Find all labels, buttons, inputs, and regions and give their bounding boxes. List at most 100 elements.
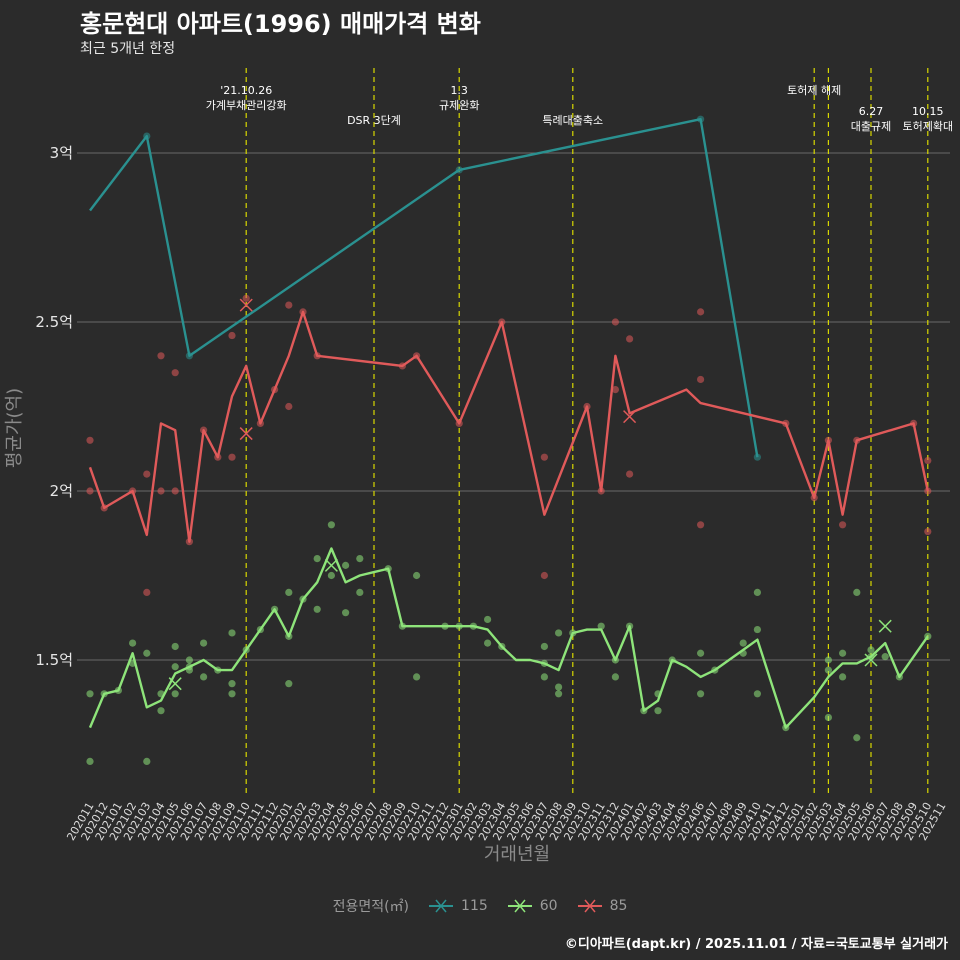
data-point [143, 470, 151, 478]
data-point [824, 656, 833, 664]
data-point [697, 649, 705, 657]
data-point [853, 588, 861, 597]
legend-label-85: 85 [609, 898, 628, 914]
data-point [200, 639, 208, 647]
series-line [88, 310, 929, 543]
data-point [242, 294, 250, 302]
event-label: 토허제 해제 [787, 83, 841, 97]
data-point [285, 588, 293, 597]
data-point [924, 456, 932, 465]
data-point [540, 571, 549, 580]
x-axis: 2020112020122021012021022021032021042021… [64, 800, 948, 843]
cross-marker [324, 558, 338, 572]
cross-marker [878, 619, 892, 633]
data-point [697, 375, 705, 384]
legend: 전용면적(㎡) 115 60 85 [0, 896, 960, 916]
data-point [143, 649, 151, 657]
data-point [555, 683, 563, 691]
data-point [881, 653, 889, 661]
data-point [555, 690, 563, 698]
data-point [86, 757, 94, 766]
legend-item-85[interactable]: 85 [576, 898, 628, 914]
data-point [157, 707, 165, 715]
data-point [313, 605, 321, 613]
data-point [285, 402, 293, 411]
data-point [285, 680, 293, 688]
data-point [413, 571, 421, 580]
data-point [540, 673, 549, 681]
data-point [285, 301, 293, 309]
event-label: '21.10.26 가계부채관리강화 [206, 84, 287, 112]
y-tick-label: 3억 [50, 144, 73, 162]
data-point [228, 629, 236, 637]
data-point [484, 639, 492, 647]
data-point [753, 690, 762, 698]
data-point [839, 649, 847, 657]
grid [77, 152, 950, 661]
series-60 [86, 521, 932, 766]
source-caption: ©디아파트(dapt.kr) / 2025.11.01 / 자료=국토교통부 실… [564, 937, 948, 952]
data-point [228, 680, 236, 688]
data-point [824, 713, 833, 722]
data-point [143, 757, 151, 766]
data-point [185, 656, 193, 664]
data-point [327, 521, 335, 529]
data-point [356, 555, 364, 563]
legend-label-115: 115 [461, 898, 488, 914]
cross-marker [239, 298, 253, 312]
data-point [228, 331, 236, 340]
event-label: 1.3 규제완화 [439, 84, 479, 112]
legend-item-115[interactable]: 115 [427, 898, 488, 914]
legend-key-60-icon [507, 899, 532, 913]
data-point [697, 308, 705, 316]
y-tick-label: 1.5억 [35, 651, 73, 669]
legend-title: 전용면적(㎡) [332, 899, 410, 915]
data-point [129, 639, 137, 647]
data-point [611, 386, 620, 394]
legend-item-60[interactable]: 60 [506, 898, 558, 914]
chart-subtitle: 최근 5개년 한정 [80, 41, 176, 57]
y-axis: 1.5억 2억 2.5억 3억 [35, 144, 73, 669]
event-label: 6.27 대출규제 [851, 105, 891, 133]
data-point [157, 487, 165, 495]
data-point [86, 436, 94, 444]
series-85 [86, 294, 932, 597]
data-point [143, 588, 151, 597]
data-point [171, 369, 179, 377]
data-point [228, 453, 236, 461]
series-115 [89, 115, 762, 461]
data-point [739, 639, 747, 647]
data-point [171, 690, 179, 698]
data-point [853, 734, 861, 742]
data-point [157, 352, 165, 360]
data-point [540, 453, 549, 461]
legend-key-85-icon [577, 899, 602, 913]
data-point [171, 663, 179, 671]
data-point [626, 470, 634, 478]
y-tick-label: 2억 [50, 482, 73, 500]
data-point [697, 521, 705, 529]
cross-marker [864, 653, 878, 667]
data-point [597, 622, 605, 630]
data-point [413, 673, 421, 681]
series-line [89, 118, 759, 458]
cross-marker [168, 677, 182, 691]
data-point [86, 487, 94, 495]
data-point [839, 521, 847, 529]
y-tick-label: 2.5억 [35, 313, 73, 331]
event-label: 특례대출축소 [542, 114, 603, 127]
data-point [540, 642, 549, 651]
data-point [200, 673, 208, 681]
event-label: 10.15 토허제확대 [902, 105, 953, 133]
x-axis-label: 거래년월 [484, 844, 550, 865]
data-point [753, 588, 762, 597]
data-point [171, 487, 179, 495]
legend-label-60: 60 [539, 898, 558, 914]
data-point [654, 707, 662, 715]
data-point [824, 666, 833, 674]
data-point [356, 588, 364, 597]
data-point [924, 527, 932, 536]
data-point [611, 673, 620, 681]
data-point [555, 629, 563, 637]
